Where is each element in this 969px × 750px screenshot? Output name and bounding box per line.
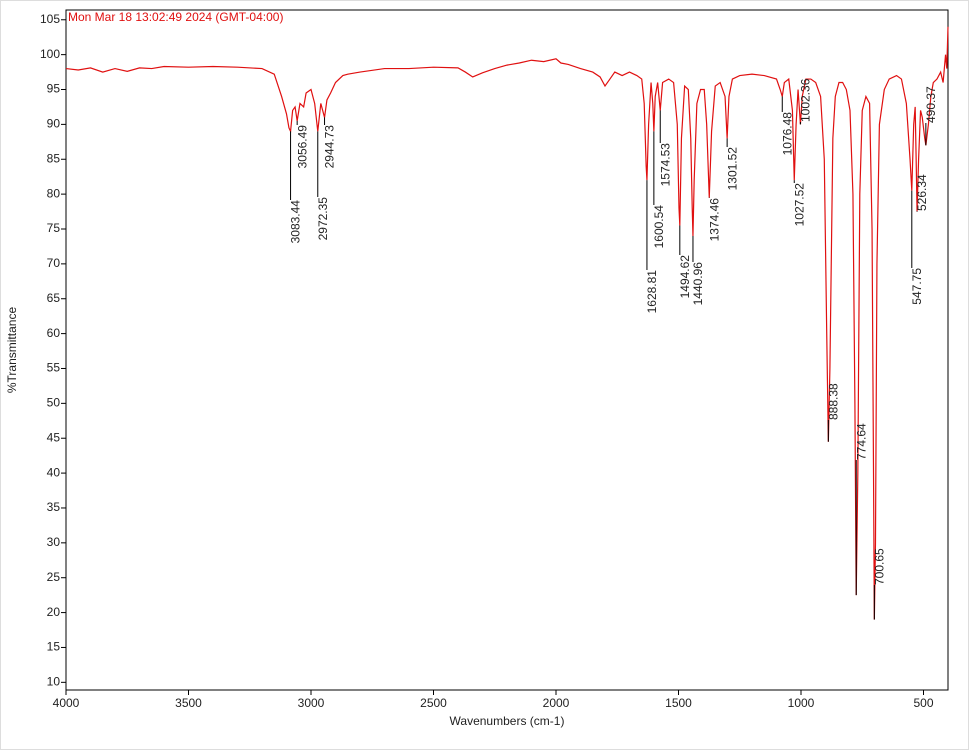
peak-label: 547.75 (910, 268, 924, 305)
y-tick-label: 50 (47, 396, 61, 410)
y-tick-label: 10 (47, 675, 61, 689)
x-tick-label: 2000 (543, 696, 570, 710)
peak-label: 1002.36 (799, 78, 813, 122)
y-tick-label: 35 (47, 500, 61, 514)
x-tick-label: 4000 (53, 696, 80, 710)
y-tick-label: 85 (47, 151, 61, 165)
y-tick-label: 105 (40, 12, 60, 26)
y-tick-label: 90 (47, 117, 61, 131)
y-tick-label: 65 (47, 291, 61, 305)
plot-frame (65, 9, 949, 691)
y-tick-label: 60 (47, 326, 61, 340)
peak-label: 1076.48 (780, 112, 794, 156)
y-axis-label: %Transmittance (5, 307, 19, 394)
spectrum-line (65, 26, 949, 620)
x-tick-label: 3000 (298, 696, 325, 710)
peak-label: 1600.54 (652, 205, 666, 249)
peak-label: 2944.73 (323, 125, 337, 169)
y-tick-label: 95 (47, 82, 61, 96)
x-tick-label: 1500 (665, 696, 692, 710)
x-tick-label: 500 (913, 696, 933, 710)
x-tick-label: 2500 (420, 696, 447, 710)
x-axis-label: Wavenumbers (cm-1) (450, 714, 565, 728)
peak-label: 1301.52 (725, 147, 739, 191)
peak-label: 1628.81 (645, 270, 659, 314)
peak-label: 3083.44 (289, 200, 303, 244)
peak-label: 888.38 (827, 383, 841, 420)
y-tick-label: 40 (47, 465, 61, 479)
y-tick-label: 70 (47, 256, 61, 270)
peak-label: 3056.49 (295, 125, 309, 169)
peak-label: 1574.53 (658, 143, 672, 187)
y-tick-label: 45 (47, 430, 61, 444)
y-tick-label: 75 (47, 221, 61, 235)
peak-label: 490.37 (924, 86, 938, 123)
x-tick-label: 1000 (788, 696, 815, 710)
y-tick-label: 100 (40, 47, 60, 61)
peak-label: 2972.35 (316, 197, 330, 241)
y-tick-label: 25 (47, 570, 61, 584)
peak-label: 774.64 (854, 423, 868, 460)
peak-label: 1440.96 (691, 262, 705, 306)
y-tick-label: 15 (47, 640, 61, 654)
y-tick-label: 80 (47, 186, 61, 200)
peak-label: 1494.62 (678, 255, 692, 299)
peak-label: 1027.52 (792, 183, 806, 227)
y-tick-label: 55 (47, 361, 61, 375)
y-tick-label: 30 (47, 535, 61, 549)
peak-label: 700.65 (873, 548, 887, 585)
peak-label: 1374.46 (707, 198, 721, 242)
timestamp: Mon Mar 18 13:02:49 2024 (GMT-04:00) (68, 10, 283, 24)
x-tick-label: 3500 (175, 696, 202, 710)
peak-label: 526.34 (915, 174, 929, 211)
y-tick-label: 20 (47, 605, 61, 619)
